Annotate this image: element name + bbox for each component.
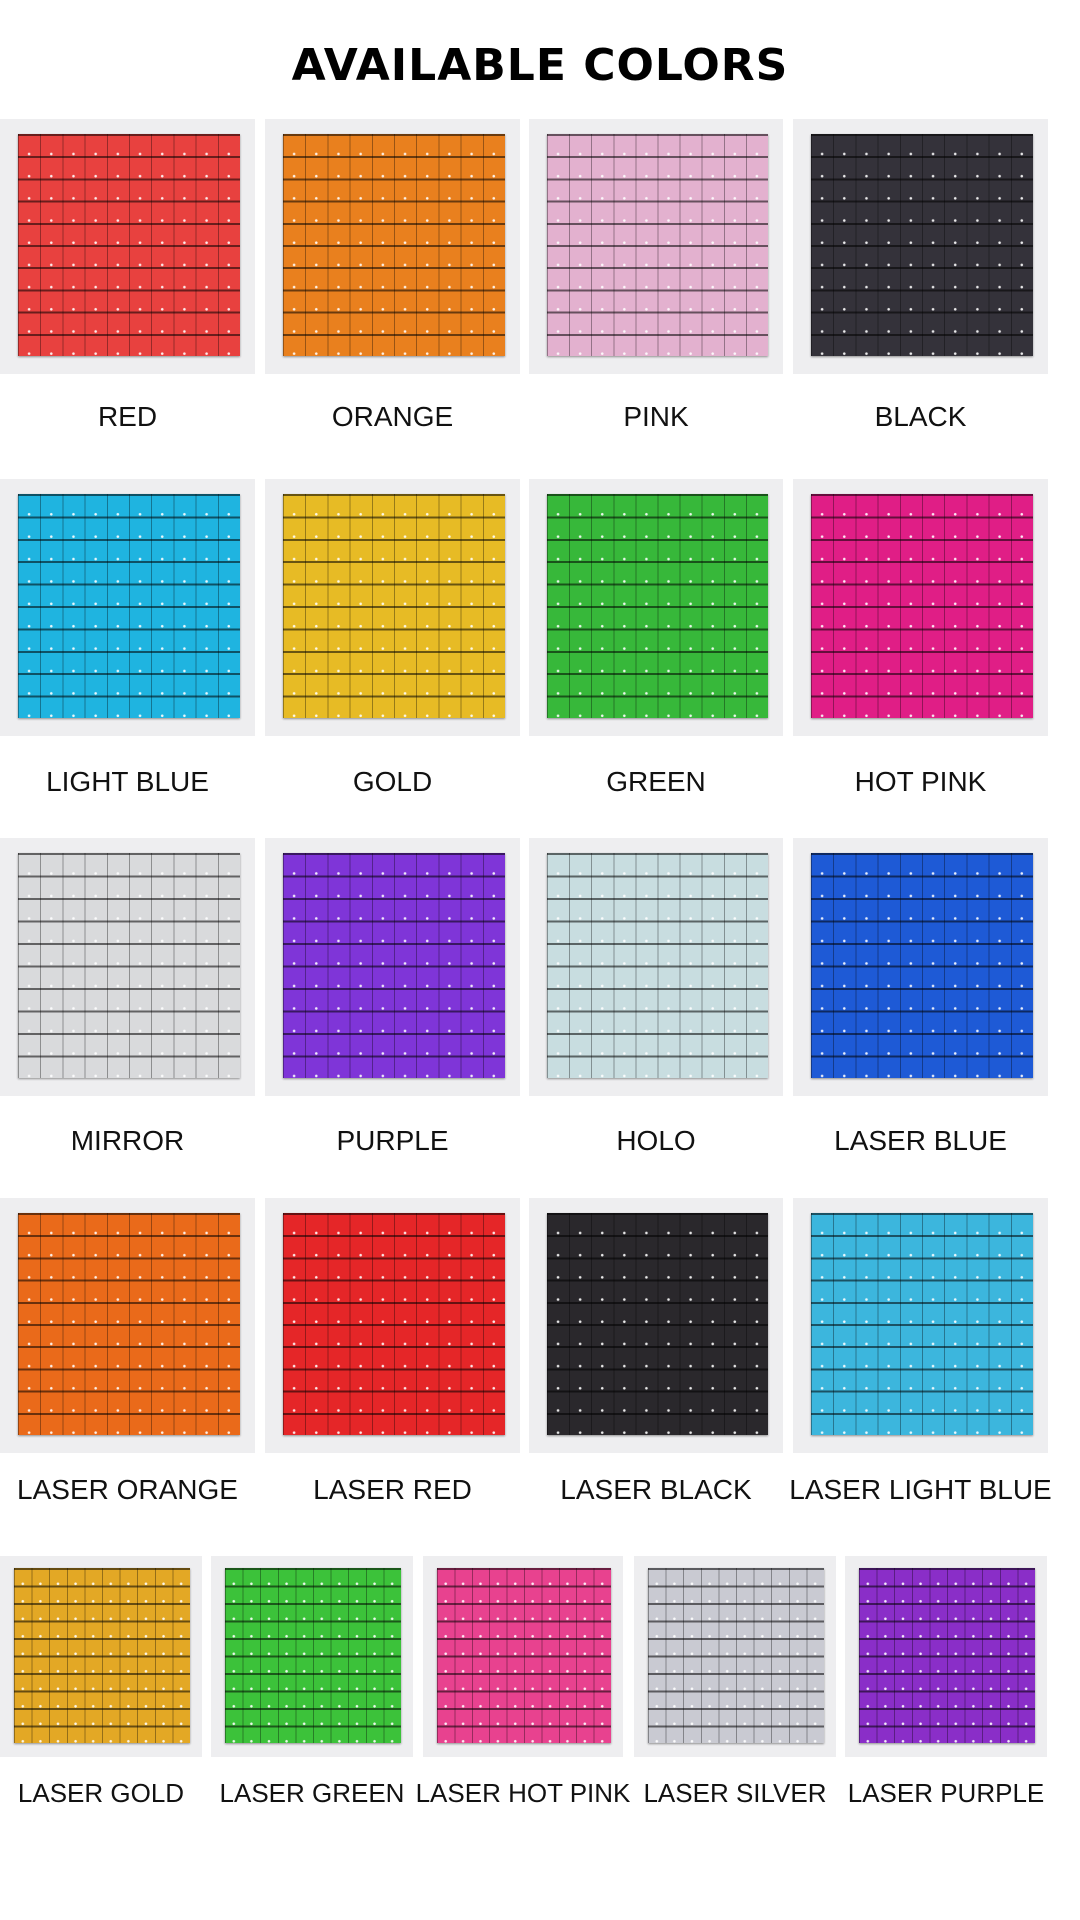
sequin-panel [17,494,240,719]
color-label: LASER BLACK [560,1474,752,1505]
color-label: PURPLE [336,1125,449,1156]
color-label: BLACK [874,401,967,432]
color-label: LASER GOLD [17,1778,185,1808]
color-swatch [529,838,783,1096]
color-label: GREEN [606,766,706,797]
color-swatch [211,1556,413,1757]
sequin-panel [282,1213,505,1436]
color-swatch [529,119,783,374]
color-swatch [793,838,1048,1096]
sequin-panel [282,494,505,719]
sequin-panel [648,1568,824,1743]
color-label: LASER BLUE [834,1125,1007,1156]
sequin-panel [546,853,768,1079]
sequin-panel [546,1213,768,1436]
color-swatch [423,1556,623,1757]
color-label: GOLD [352,766,433,797]
color-label: LASER LIGHT BLUE [789,1474,1052,1505]
color-swatch [793,1198,1048,1453]
sequin-panel [225,1568,401,1743]
sequin-panel [437,1568,611,1743]
color-label: LASER GREEN [219,1778,405,1808]
color-swatch [0,1198,255,1453]
color-swatch [529,1198,783,1453]
color-swatch [0,838,255,1096]
color-label: LASER RED [313,1474,472,1505]
sequin-panel [546,494,768,719]
color-label: LIGHT BLUE [46,766,209,797]
color-label: HOT PINK [854,766,987,797]
color-swatch [0,1556,202,1757]
color-swatch [634,1556,836,1757]
sequin-panel [17,1213,240,1436]
color-label: ORANGE [331,401,454,432]
color-label: MIRROR [70,1125,185,1156]
color-label: RED [97,401,158,432]
sequin-panel [859,1568,1035,1743]
sequin-panel [810,134,1033,357]
sequin-panel [810,1213,1033,1436]
sequin-panel [17,134,240,357]
color-swatch [265,479,520,736]
color-swatch [265,838,520,1096]
page-title: AVAILABLE COLORS [291,40,789,91]
color-swatch [265,1198,520,1453]
color-label: LASER SILVER [643,1778,827,1808]
color-swatch [793,119,1048,374]
sequin-panel [282,134,505,357]
sequin-panel [14,1568,190,1743]
sequin-panel [810,853,1033,1079]
color-swatch [0,119,255,374]
sequin-panel [546,134,768,357]
sequin-panel [17,853,240,1079]
sequin-panel [810,494,1033,719]
color-swatch [0,479,255,736]
sequin-panel [282,853,505,1079]
color-label: LASER HOT PINK [415,1778,631,1808]
color-swatch [265,119,520,374]
color-label: LASER PURPLE [847,1778,1045,1808]
color-swatch [529,479,783,736]
color-swatch [845,1556,1047,1757]
color-swatch [793,479,1048,736]
color-label: LASER ORANGE [17,1474,238,1505]
color-label: HOLO [616,1125,696,1156]
color-label: PINK [623,401,689,432]
